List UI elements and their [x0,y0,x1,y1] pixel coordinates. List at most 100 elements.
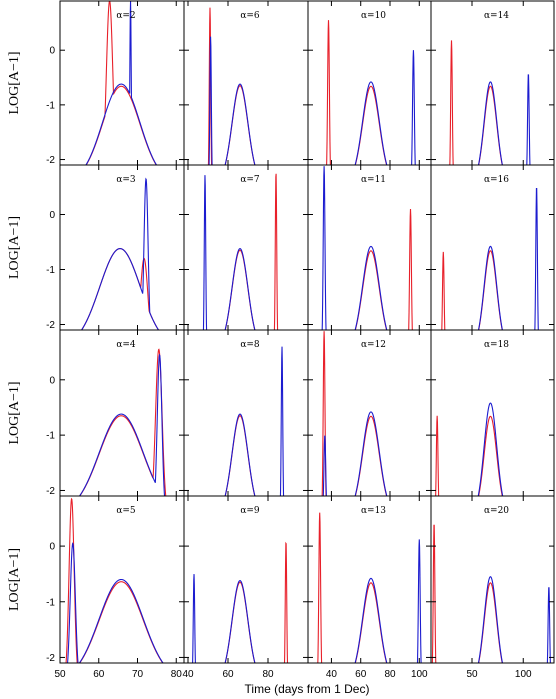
panel: α=3 -2 -1 0 [46,164,185,331]
panel: α=13 40 60 80 100 [307,495,432,680]
y-tick-label: 0 [49,210,55,221]
panel: α=20 50 100 [430,495,555,680]
red-series-line [435,415,503,496]
blue-series-line [192,574,256,663]
red-series-line [85,1,157,165]
panel-frame [59,329,185,497]
y-tick-label: 0 [49,542,55,553]
panel: α=11 [307,164,432,331]
y-tick-label: 0 [49,46,55,57]
panel: α=10 [307,0,432,166]
panel: α=9 40 60 80 [182,495,309,680]
y-tick-label: 0 [49,375,55,386]
x-tick-label: 80 [262,669,274,680]
panel-frame [183,164,309,331]
x-tick-label: 100 [411,669,428,680]
x-tick-label: 50 [54,669,66,680]
blue-series-line [322,411,388,496]
red-series-line [354,208,413,330]
x-tick-label: 100 [515,669,532,680]
x-tick-label: 60 [355,669,367,680]
blue-series-line [67,542,164,663]
y-tick-label: -2 [46,653,55,664]
blue-series-line [208,36,256,165]
red-series-line [321,331,388,496]
panel-label: α=12 [361,340,386,350]
red-series-line [224,173,279,330]
panel: α=8 [183,329,309,497]
panel: α=2 -2 -1 0 [46,0,185,166]
panel-frame [430,0,555,166]
blue-series-line [80,177,160,330]
x-tick-label: 70 [132,669,144,680]
blue-series-line [78,353,166,496]
panel-label: α=6 [240,11,260,21]
red-series-line [224,541,289,663]
panel-label: α=5 [116,506,136,516]
red-series-line [431,524,503,663]
panel: α=4 -2 -1 0 [46,329,185,497]
x-axis-label: Time (days from 1 Dec) [245,682,370,696]
panel-frame [183,495,309,664]
y-tick-label: -2 [46,155,55,166]
y-tick-label: -2 [46,320,55,331]
x-tick-label: 50 [466,669,478,680]
red-series-line [65,497,164,663]
y-tick-label: -1 [46,265,55,276]
panel-label: α=11 [361,175,386,185]
panel: α=7 [183,164,309,331]
y-tick-label: -1 [46,597,55,608]
panel-frame [430,329,555,497]
x-tick-label: 80 [171,669,183,680]
red-series-line [326,20,388,165]
panel-label: α=10 [361,11,386,21]
y-axis-label: LOG[A−1] [7,216,22,279]
panel-frame [59,0,185,166]
y-tick-label: -1 [46,100,55,111]
panel-frame [183,329,309,497]
panel-frame [59,164,185,331]
panel-label: α=8 [240,340,260,350]
x-tick-label: 80 [384,669,396,680]
panel-frame [183,0,309,166]
y-axis-label: LOG[A−1] [7,381,22,444]
panel-label: α=14 [484,11,509,21]
panel-label: α=16 [484,175,509,185]
y-tick-label: -1 [46,431,55,442]
x-tick-label: 40 [182,669,194,680]
panel-label: α=7 [240,175,260,185]
panel-label: α=13 [361,506,386,516]
panel-label: α=3 [116,175,136,185]
x-tick-label: 60 [222,669,234,680]
red-series-line [449,40,503,165]
blue-series-line [354,539,422,663]
panel-label: α=9 [240,506,260,516]
panel-label: α=20 [484,506,509,516]
red-series-line [80,248,160,330]
panel-label: α=4 [116,340,136,350]
red-series-line [79,348,167,496]
blue-series-line [477,74,531,165]
panel: α=18 [430,329,555,497]
blue-series-line [321,166,388,330]
blue-series-line [477,576,551,663]
red-series-line [224,415,256,496]
x-tick-label: 40 [326,669,338,680]
y-tick-label: -2 [46,486,55,497]
panel-frame [430,495,555,664]
red-series-line [441,250,503,330]
blue-series-line [477,402,504,496]
y-axis-label: LOG[A−1] [7,548,22,611]
blue-series-line [202,175,256,330]
x-tick-label: 60 [93,669,105,680]
blue-series-line [85,1,158,165]
red-series-line [317,512,388,663]
blue-series-line [477,188,539,330]
panel: α=5 -2 -1 0 50 60 70 80 [46,495,185,680]
panel: α=12 [307,329,432,497]
blue-series-line [354,50,416,165]
panel-label: α=18 [484,340,509,350]
blue-series-line [224,346,285,496]
panel-label: α=2 [116,11,135,21]
